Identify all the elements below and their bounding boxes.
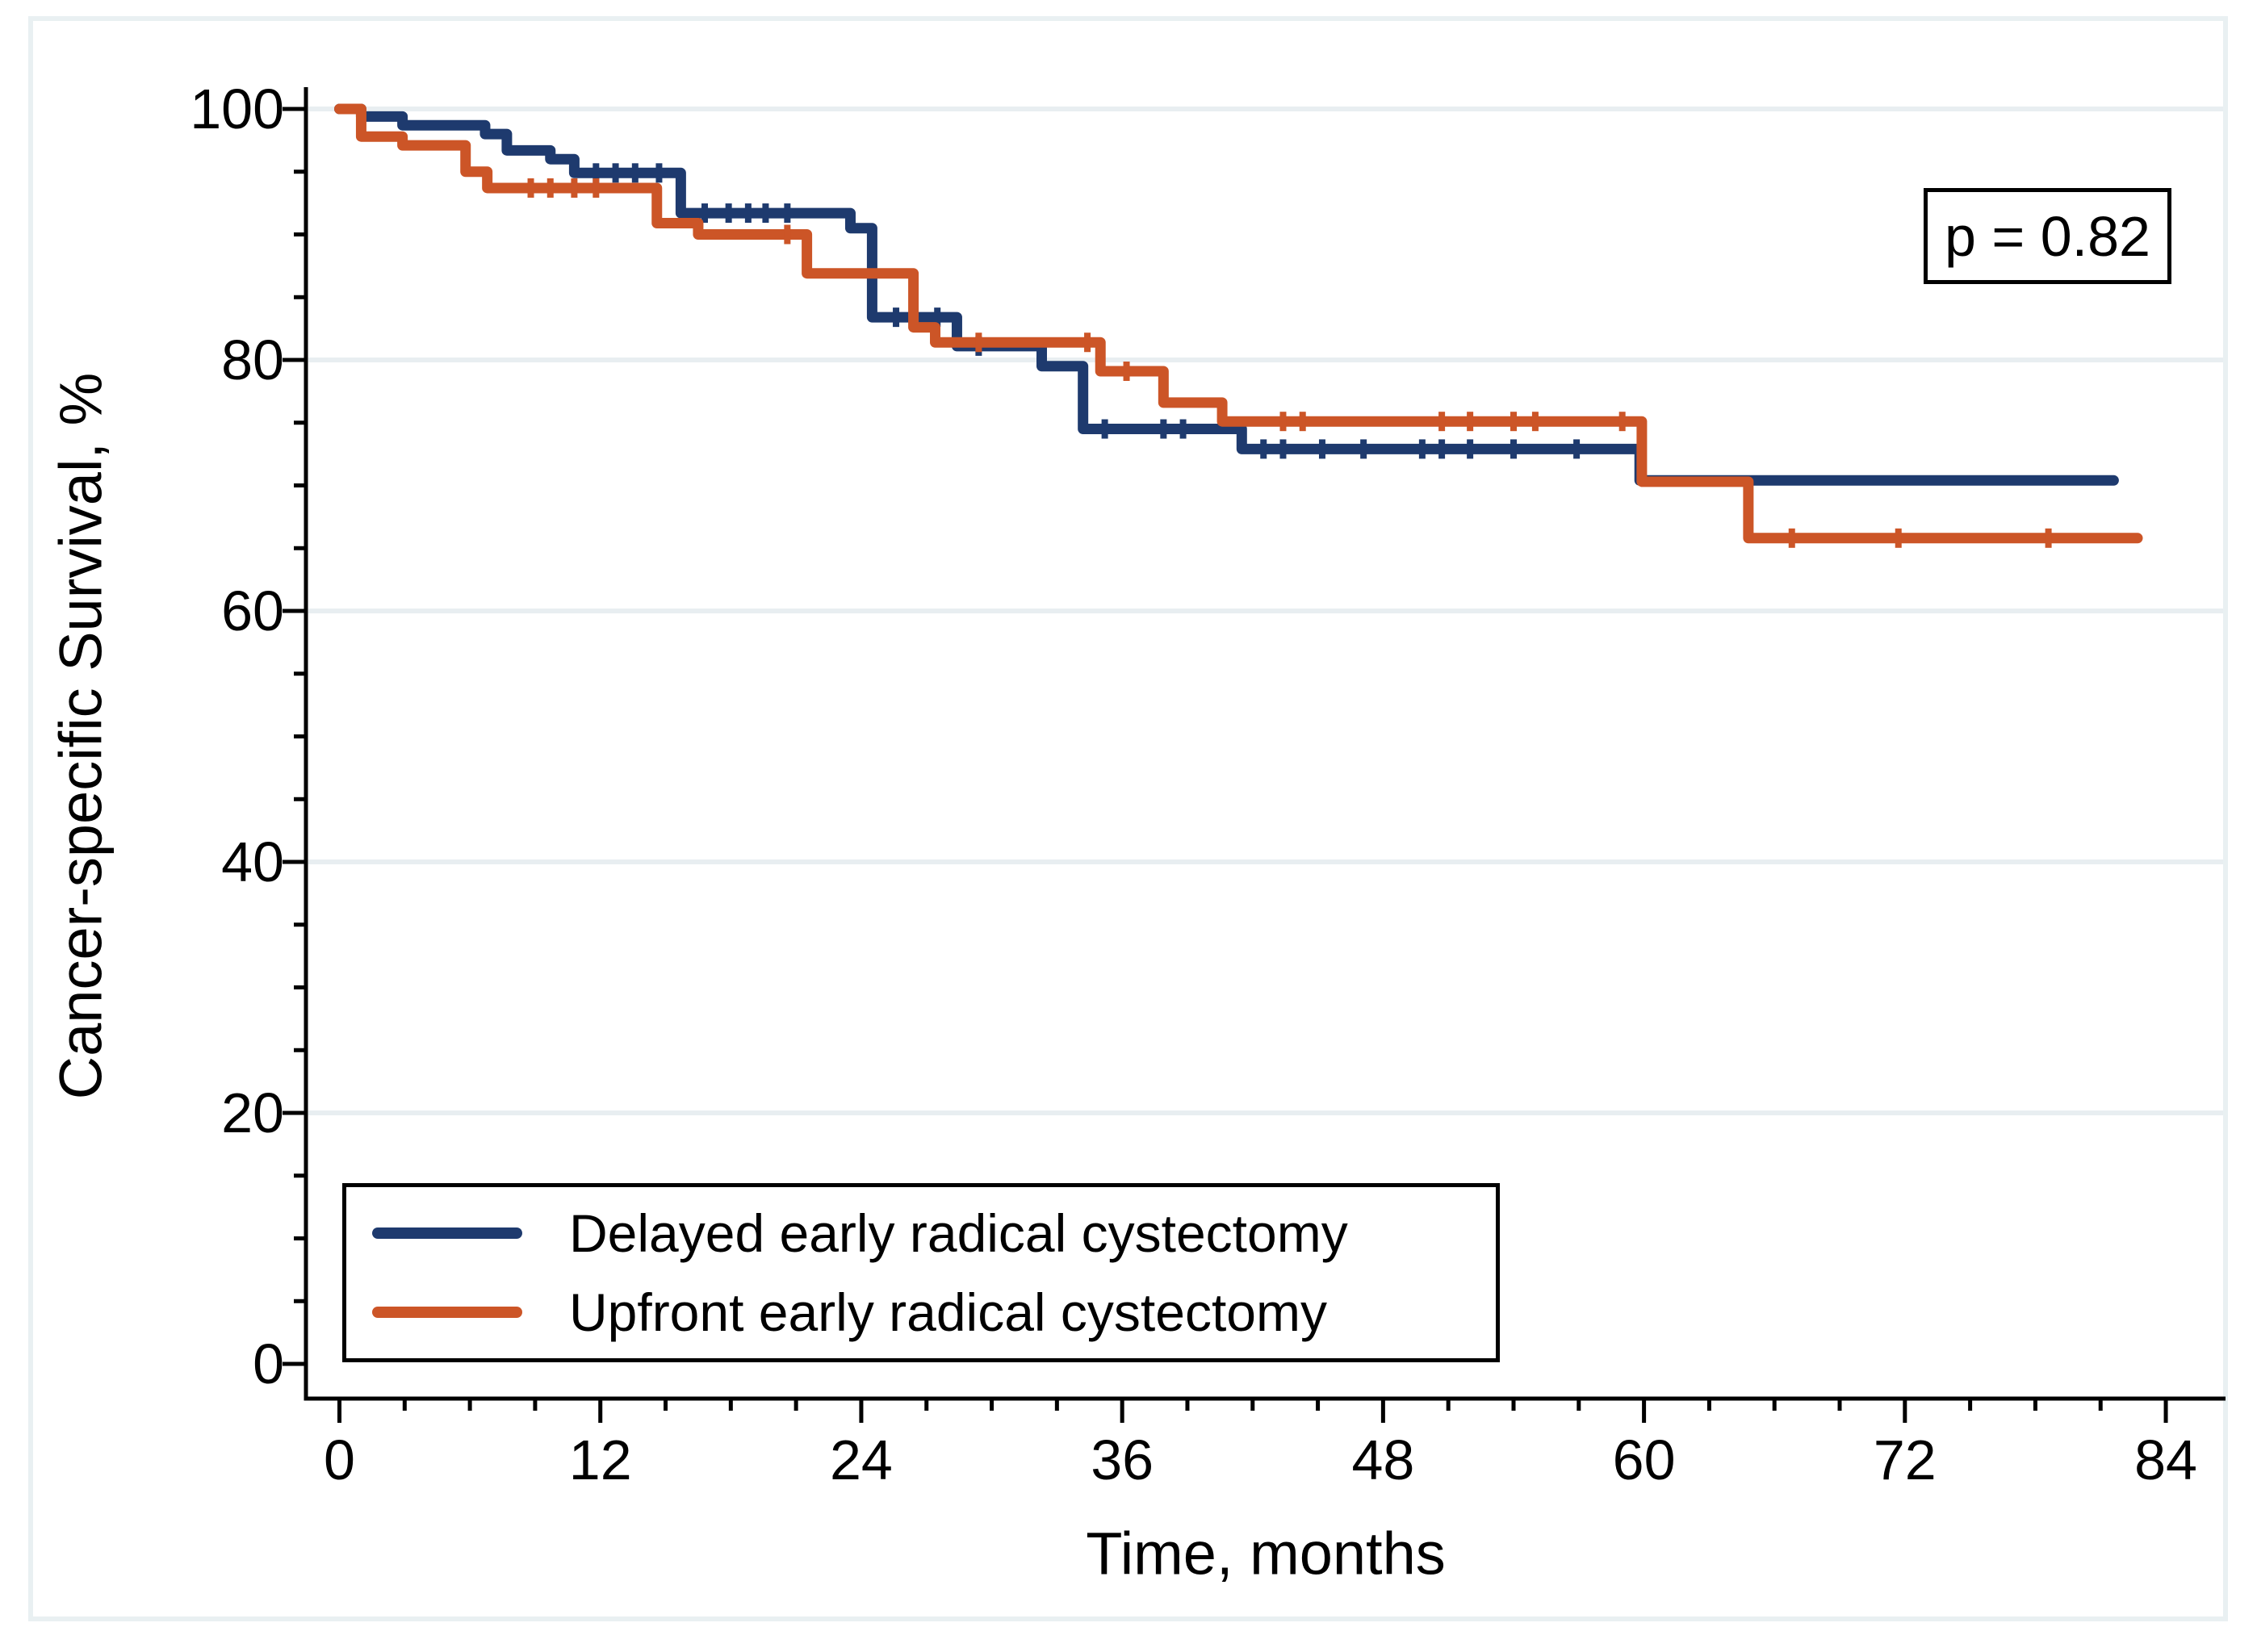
x-axis-title: Time, months bbox=[1086, 1520, 1446, 1587]
y-tick-label-80: 80 bbox=[221, 328, 284, 391]
x-tick-label-12: 12 bbox=[569, 1428, 632, 1491]
x-tick-label-84: 84 bbox=[2134, 1428, 2197, 1491]
x-tick-label-72: 72 bbox=[1874, 1428, 1937, 1491]
x-tick-label-60: 60 bbox=[1613, 1428, 1676, 1491]
x-tick-label-0: 0 bbox=[324, 1428, 355, 1491]
y-axis-title: Cancer-specific Survival, % bbox=[47, 372, 115, 1100]
y-tick-label-100: 100 bbox=[190, 77, 284, 140]
y-tick-label-20: 20 bbox=[221, 1081, 284, 1144]
figure-frame bbox=[28, 16, 2228, 1621]
legend-item-delayed: Delayed early radical cystectomy bbox=[372, 1202, 1496, 1264]
p-value-box: p = 0.82 bbox=[1924, 188, 2171, 284]
survival-curve-upfront bbox=[334, 103, 2143, 544]
x-tick-label-48: 48 bbox=[1351, 1428, 1414, 1491]
p-value-text: p = 0.82 bbox=[1945, 204, 2150, 268]
y-tick-label-0: 0 bbox=[253, 1332, 284, 1395]
legend-box: Delayed early radical cystectomy Upfront… bbox=[342, 1183, 1500, 1362]
y-tick-label-60: 60 bbox=[221, 579, 284, 642]
legend-label-delayed: Delayed early radical cystectomy bbox=[569, 1203, 1348, 1263]
legend-label-upfront: Upfront early radical cystectomy bbox=[569, 1282, 1327, 1342]
legend-line-delayed-icon bbox=[372, 1227, 522, 1239]
x-tick-label-24: 24 bbox=[830, 1428, 893, 1491]
x-tick-label-36: 36 bbox=[1091, 1428, 1154, 1491]
legend-item-upfront: Upfront early radical cystectomy bbox=[372, 1282, 1496, 1343]
legend-line-upfront-icon bbox=[372, 1307, 522, 1318]
y-tick-label-40: 40 bbox=[221, 830, 284, 893]
